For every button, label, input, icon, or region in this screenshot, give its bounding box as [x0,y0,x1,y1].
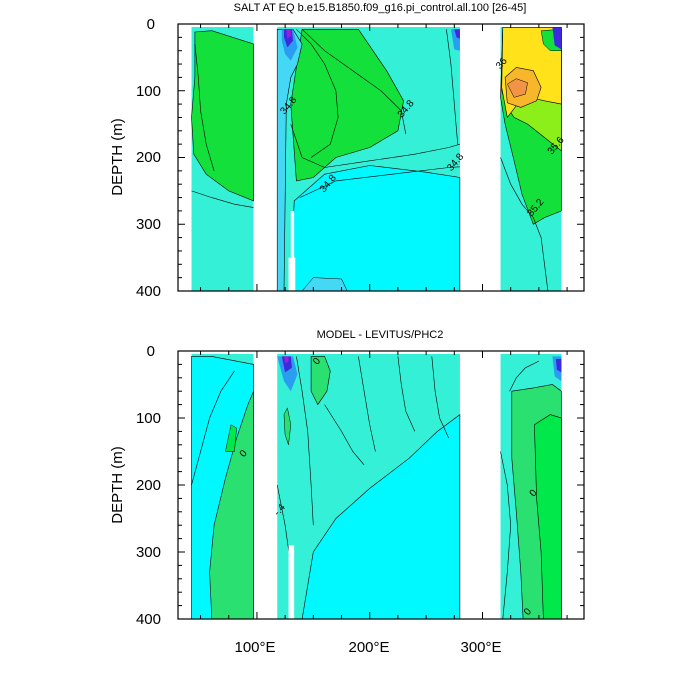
y-tick-label: 0 [147,16,155,33]
contour-line [431,356,449,439]
y-axis-tick-labels: 0 100 200 300 400 [136,343,161,628]
y-tick-label: 200 [136,149,161,166]
contour-label: 0 [522,606,534,618]
low-salinity-region [290,165,461,291]
contour-line [358,356,376,452]
y-tick-label: 400 [136,611,161,628]
y-tick-label: 300 [136,216,161,233]
contour-label: 0 [238,448,250,460]
contour-line [301,29,407,135]
contour-label: 0 [528,487,540,499]
positive-anomaly-region [225,424,237,452]
x-axis-tick-labels: 100°E 200°E 300°E [234,639,501,656]
y-tick-label: 0 [147,343,155,360]
y-axis-label: DEPTH (m) [109,446,126,524]
salinity-maximum-region [191,30,254,202]
negative-anomaly-core [284,356,289,364]
negative-anomaly-core [277,356,298,392]
axis-ticks [178,23,584,292]
y-axis-tick-labels: 0 100 200 300 400 [136,16,161,300]
contour-line [397,356,416,432]
positive-anomaly-region [310,356,331,406]
land-mask [290,210,295,258]
contour-line [290,124,460,168]
contour-line [296,356,314,526]
y-tick-label: 200 [136,477,161,494]
y-tick-label: 100 [136,83,161,100]
contour-line [500,157,549,291]
fresh-edge [552,27,562,50]
difference-panel: MODEL - LEVITUS/PHC2 00-.400 0 100 200 3… [109,329,585,656]
x-tick-label: 200°E [348,639,389,656]
x-tick-label: 300°E [460,639,501,656]
negative-anomaly-region [301,414,461,619]
positive-anomaly-region [209,391,254,619]
salinity-panel: SALT AT EQ b.e15.B1850.f09_g16.pi_contro… [109,2,585,300]
salinity-contour-field [191,26,562,291]
salinity-maximum-region [290,28,404,182]
positive-anomaly-region [283,407,292,445]
panel-title: MODEL - LEVITUS/PHC2 [317,329,444,341]
y-axis-label: DEPTH (m) [109,118,126,196]
contour-line [191,370,235,486]
y-tick-label: 100 [136,410,161,427]
axis-ticks [178,350,584,620]
fresh-core [286,29,291,39]
land-mask [288,257,296,291]
y-tick-label: 300 [136,544,161,561]
land-mask [288,545,295,619]
contour-line [509,360,540,392]
panel-title: SALT AT EQ b.e15.B1850.f09_g16.pi_contro… [234,2,527,14]
y-tick-label: 400 [136,283,161,300]
contour-line [446,29,458,145]
x-tick-label: 100°E [234,639,275,656]
difference-contour-field [191,354,562,619]
contour-line [500,451,512,619]
contour-line [324,404,365,466]
contour-line [194,43,215,171]
negative-anomaly-core [281,356,292,373]
salinity-peak-region [506,78,528,98]
contour-line [191,190,254,208]
contour-line [299,166,460,198]
positive-anomaly-region [534,414,562,619]
negative-anomaly-core [555,359,562,373]
fresh-pool [276,28,303,291]
fresh-edge [454,29,460,39]
contour-line [296,29,339,158]
contour-label: 0 [311,355,323,367]
